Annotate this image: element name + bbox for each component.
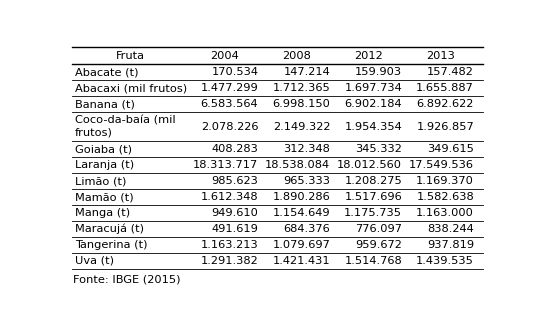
Text: 6.892.622: 6.892.622	[417, 99, 474, 109]
Text: 1.582.638: 1.582.638	[416, 192, 474, 202]
Text: 349.615: 349.615	[427, 144, 474, 154]
Text: 312.348: 312.348	[283, 144, 330, 154]
Text: 1.655.887: 1.655.887	[416, 83, 474, 93]
Text: 1.175.735: 1.175.735	[344, 208, 402, 218]
Text: Uva (t): Uva (t)	[75, 256, 114, 266]
Text: Goiaba (t): Goiaba (t)	[75, 144, 132, 154]
Text: Tangerina (t): Tangerina (t)	[75, 240, 148, 250]
Text: 1.439.535: 1.439.535	[416, 256, 474, 266]
Text: 18.012.560: 18.012.560	[337, 160, 402, 170]
Text: 345.332: 345.332	[355, 144, 402, 154]
Text: 1.169.370: 1.169.370	[416, 176, 474, 186]
Text: 2004: 2004	[210, 51, 239, 61]
Text: 159.903: 159.903	[355, 67, 402, 77]
Text: Fruta: Fruta	[116, 51, 145, 61]
Text: 17.549.536: 17.549.536	[409, 160, 474, 170]
Text: 684.376: 684.376	[283, 224, 330, 234]
Text: 18.313.717: 18.313.717	[193, 160, 258, 170]
Text: 408.283: 408.283	[212, 144, 258, 154]
Text: Abacaxi (mil frutos): Abacaxi (mil frutos)	[75, 83, 187, 93]
Text: Laranja (t): Laranja (t)	[75, 160, 134, 170]
Text: 1.954.354: 1.954.354	[345, 122, 402, 132]
Text: 1.514.768: 1.514.768	[345, 256, 402, 266]
Text: 170.534: 170.534	[212, 67, 258, 77]
Text: 1.163.000: 1.163.000	[416, 208, 474, 218]
Text: 2.078.226: 2.078.226	[201, 122, 258, 132]
Text: Coco-da-baía (mil
frutos): Coco-da-baía (mil frutos)	[75, 116, 176, 138]
Text: Manga (t): Manga (t)	[75, 208, 130, 218]
Text: 2.149.322: 2.149.322	[273, 122, 330, 132]
Text: Limão (t): Limão (t)	[75, 176, 127, 186]
Text: 1.421.431: 1.421.431	[273, 256, 330, 266]
Text: 1.163.213: 1.163.213	[201, 240, 258, 250]
Text: 1.208.275: 1.208.275	[345, 176, 402, 186]
Text: 1.612.348: 1.612.348	[201, 192, 258, 202]
Text: 1.712.365: 1.712.365	[273, 83, 330, 93]
Text: 1.477.299: 1.477.299	[201, 83, 258, 93]
Text: 1.291.382: 1.291.382	[201, 256, 258, 266]
Text: 959.672: 959.672	[355, 240, 402, 250]
Text: 147.214: 147.214	[283, 67, 330, 77]
Text: 1.926.857: 1.926.857	[416, 122, 474, 132]
Text: 6.583.564: 6.583.564	[201, 99, 258, 109]
Text: 2012: 2012	[354, 51, 383, 61]
Text: 2013: 2013	[426, 51, 455, 61]
Text: Banana (t): Banana (t)	[75, 99, 135, 109]
Text: 1.890.286: 1.890.286	[273, 192, 330, 202]
Text: Maracujá (t): Maracujá (t)	[75, 224, 144, 234]
Text: 1.154.649: 1.154.649	[273, 208, 330, 218]
Text: 985.623: 985.623	[212, 176, 258, 186]
Text: 965.333: 965.333	[283, 176, 330, 186]
Text: 937.819: 937.819	[427, 240, 474, 250]
Text: 18.538.084: 18.538.084	[265, 160, 330, 170]
Text: Mamão (t): Mamão (t)	[75, 192, 134, 202]
Text: 1.079.697: 1.079.697	[272, 240, 330, 250]
Text: 776.097: 776.097	[355, 224, 402, 234]
Text: 2008: 2008	[282, 51, 311, 61]
Text: 491.619: 491.619	[212, 224, 258, 234]
Text: 157.482: 157.482	[427, 67, 474, 77]
Text: Abacate (t): Abacate (t)	[75, 67, 138, 77]
Text: 949.610: 949.610	[212, 208, 258, 218]
Text: 6.902.184: 6.902.184	[345, 99, 402, 109]
Text: Fonte: IBGE (2015): Fonte: IBGE (2015)	[74, 275, 181, 285]
Text: 6.998.150: 6.998.150	[272, 99, 330, 109]
Text: 1.697.734: 1.697.734	[345, 83, 402, 93]
Text: 838.244: 838.244	[427, 224, 474, 234]
Text: 1.517.696: 1.517.696	[345, 192, 402, 202]
